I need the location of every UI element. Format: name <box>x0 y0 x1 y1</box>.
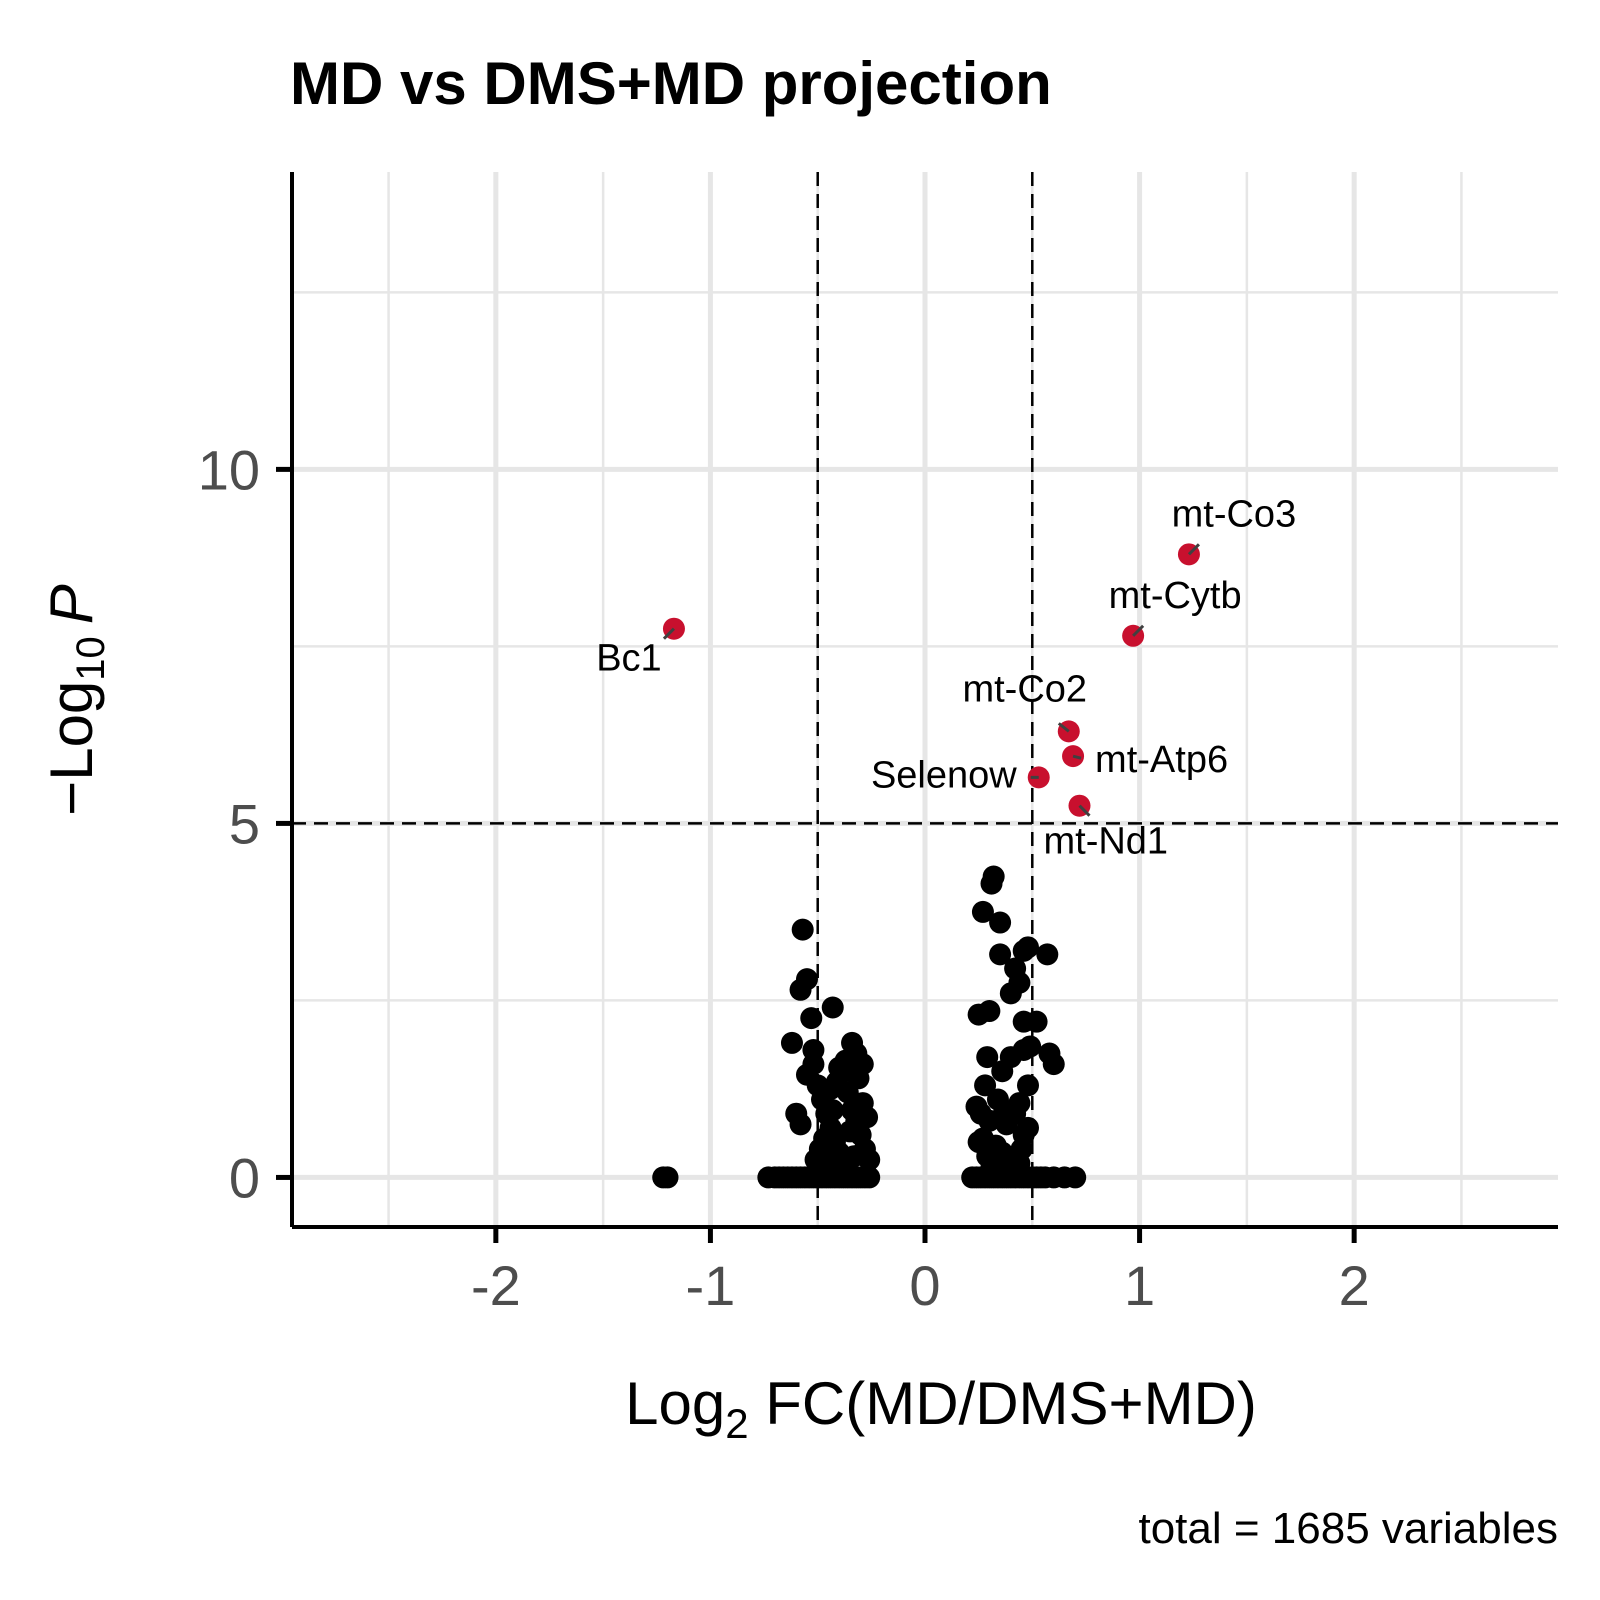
y-axis-label-subscript: 10 <box>69 636 113 681</box>
ns-point <box>780 1031 803 1054</box>
ns-point <box>974 1074 997 1097</box>
ns-point <box>821 996 844 1019</box>
ns-point <box>1064 1166 1087 1189</box>
label-connector <box>662 627 676 640</box>
ns-point <box>656 1166 679 1189</box>
ns-point <box>789 1113 812 1136</box>
y-axis-label: −Log10 P <box>38 584 113 816</box>
label-connector <box>1187 543 1200 556</box>
ns-point <box>789 978 812 1001</box>
label-connector <box>1057 722 1070 733</box>
cutoff-lines <box>292 172 1558 1227</box>
ns-point <box>1016 1116 1039 1139</box>
ns-point <box>989 911 1012 934</box>
label-connector <box>1078 804 1091 817</box>
ns-point <box>838 1120 861 1143</box>
axes: -2 -1 0 1 2 0 5 10 <box>198 172 1558 1317</box>
ns-point <box>1042 1053 1065 1076</box>
y-axis-label-suffix: P <box>38 584 105 624</box>
y-tick-label: 0 <box>229 1146 260 1209</box>
y-tick-label: 5 <box>229 792 260 855</box>
ns-point <box>976 1046 999 1069</box>
gene-label: mt-Cytb <box>1109 575 1242 617</box>
ns-point <box>821 1099 844 1122</box>
ns-point <box>858 1166 881 1189</box>
x-axis-label-suffix: FC(MD/DMS+MD) <box>749 1370 1257 1437</box>
ns-point <box>991 1060 1014 1083</box>
label-connector <box>1072 754 1082 760</box>
ns-point <box>1016 1074 1039 1097</box>
x-tick-label: -1 <box>686 1254 736 1317</box>
gene-label: mt-Co3 <box>1172 493 1297 535</box>
gene-label: mt-Nd1 <box>1043 821 1168 863</box>
ns-point <box>1025 1010 1048 1033</box>
nonsignificant-points <box>652 865 1087 1189</box>
ns-point <box>993 1099 1016 1122</box>
ns-point <box>980 872 1003 895</box>
x-tick-label: 2 <box>1339 1254 1370 1317</box>
x-axis-label-prefix: Log <box>625 1370 725 1437</box>
ns-point <box>989 943 1012 966</box>
gene-label: Bc1 <box>596 638 661 680</box>
gene-label: mt-Co2 <box>962 668 1087 710</box>
x-tick-label: 0 <box>909 1254 940 1317</box>
gene-label: Selenow <box>871 754 1017 796</box>
ns-point <box>828 1056 851 1079</box>
ns-point <box>1010 1138 1033 1161</box>
ns-point <box>856 1106 879 1129</box>
caption: total = 1685 variables <box>1138 1504 1558 1553</box>
ns-point <box>971 900 994 923</box>
ns-point <box>819 1077 842 1100</box>
ns-point <box>795 1063 818 1086</box>
chart-title: MD vs DMS+MD projection <box>290 50 1052 117</box>
ns-point <box>800 1007 823 1030</box>
y-tick-label: 10 <box>198 438 260 501</box>
x-axis-label-subscript: 2 <box>725 1400 748 1447</box>
ns-point <box>976 1145 999 1168</box>
ns-point <box>791 918 814 941</box>
x-tick-label: -2 <box>471 1254 521 1317</box>
y-axis-label-prefix: −Log <box>38 681 105 816</box>
ns-point <box>843 1145 866 1168</box>
ns-point <box>1008 971 1031 994</box>
ns-point <box>1036 943 1059 966</box>
grid-lines <box>292 172 1558 1227</box>
x-axis-label: Log2 FC(MD/DMS+MD) <box>625 1370 1257 1447</box>
x-tick-label: 1 <box>1124 1254 1155 1317</box>
ns-point <box>967 1003 990 1026</box>
ns-point <box>1019 1035 1042 1058</box>
label-connector <box>1132 624 1145 637</box>
ns-point <box>845 1042 868 1065</box>
gene-label: mt-Atp6 <box>1095 739 1228 781</box>
ns-point <box>1016 936 1039 959</box>
ns-point <box>804 1148 827 1171</box>
